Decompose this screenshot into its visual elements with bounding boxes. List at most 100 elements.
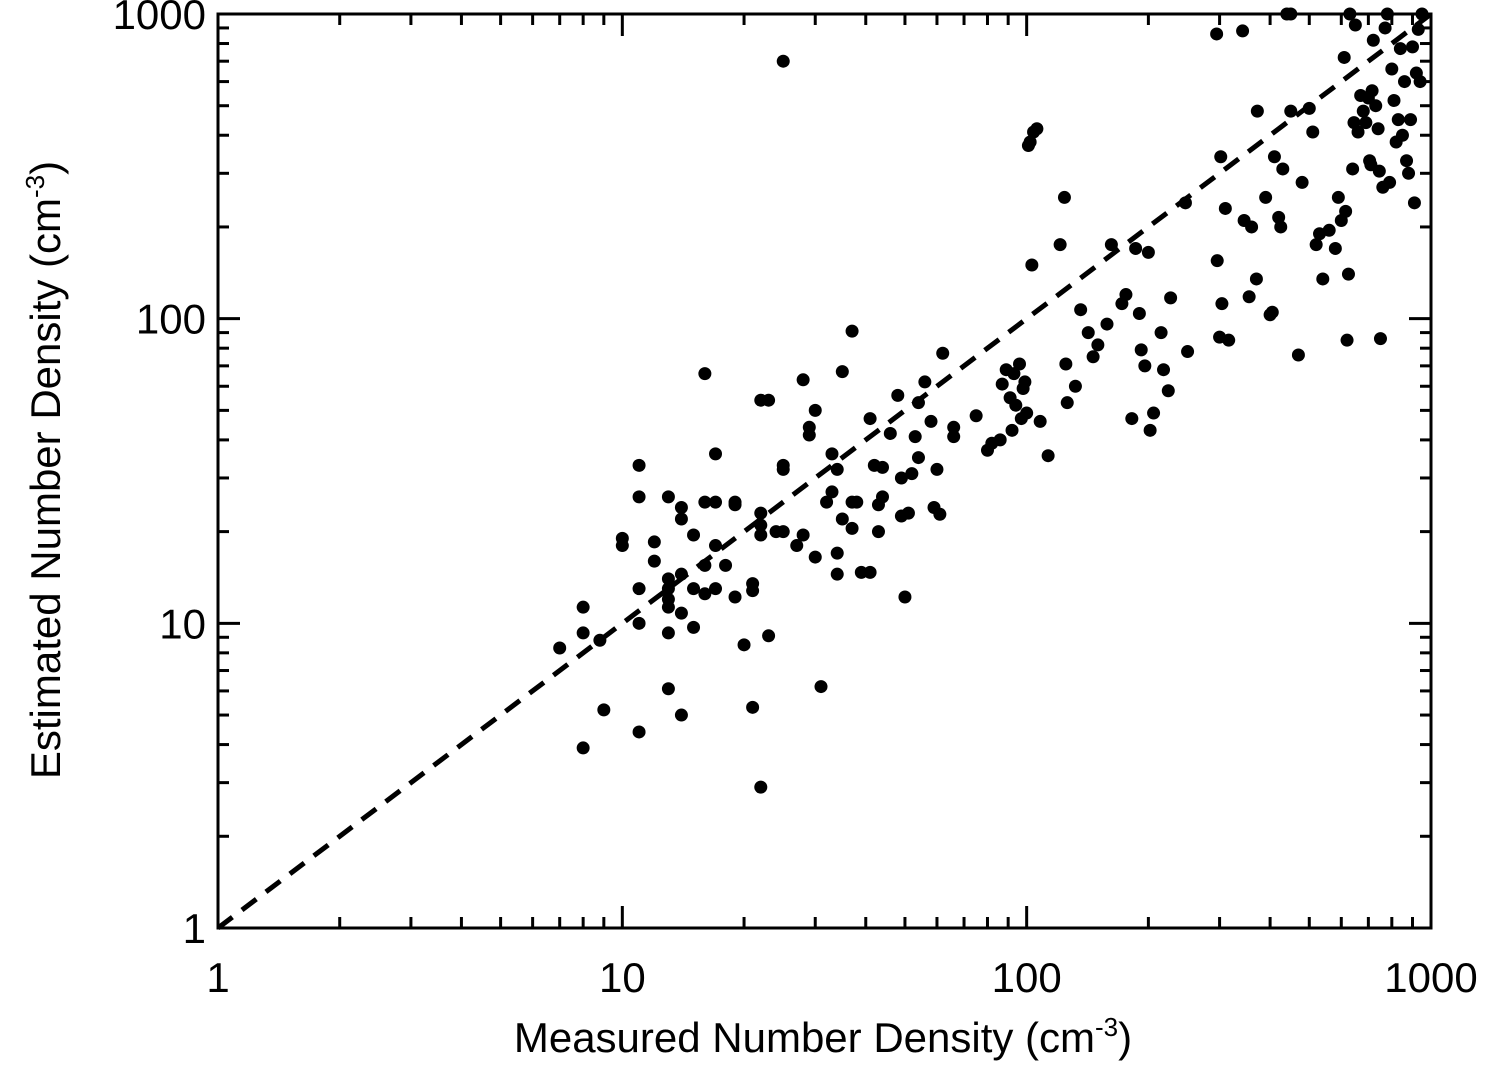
point: [698, 495, 712, 509]
point: [754, 528, 768, 542]
y-axis-label-text: Estimated Number Density (cm: [22, 198, 69, 779]
point: [661, 572, 675, 586]
point: [1053, 238, 1067, 252]
point: [850, 495, 864, 509]
x-axis-label-sup: -3: [1095, 1012, 1118, 1042]
point: [709, 582, 723, 596]
point: [871, 525, 885, 539]
point: [1267, 150, 1281, 164]
point: [830, 462, 844, 476]
point: [830, 546, 844, 560]
point: [1369, 99, 1383, 113]
point: [698, 558, 712, 572]
point: [661, 490, 675, 504]
x-axis-label-tail: ): [1118, 1014, 1132, 1061]
point: [1020, 406, 1034, 420]
point: [825, 447, 839, 461]
point: [1154, 326, 1168, 340]
point: [1091, 338, 1105, 352]
point: [1413, 75, 1427, 89]
point: [1356, 104, 1370, 118]
point: [1316, 272, 1330, 286]
point: [746, 700, 760, 714]
point: [1393, 42, 1407, 56]
point: [709, 539, 723, 553]
point: [1340, 333, 1354, 347]
point: [746, 584, 760, 598]
point: [1411, 22, 1425, 36]
point: [905, 467, 919, 481]
point: [647, 554, 661, 568]
point: [1119, 288, 1133, 302]
point: [1380, 7, 1394, 21]
point: [993, 433, 1007, 447]
point: [1398, 75, 1412, 89]
point: [936, 346, 950, 360]
point: [1161, 384, 1175, 398]
point: [933, 507, 947, 521]
reference-line: [216, 12, 1433, 930]
point: [1141, 245, 1155, 259]
point: [820, 495, 834, 509]
point: [969, 409, 983, 423]
point: [891, 388, 905, 402]
y-tick-label: 1000: [113, 0, 206, 38]
point: [911, 396, 925, 410]
point: [1366, 33, 1380, 47]
point: [1245, 220, 1259, 234]
x-axis-label-text: Measured Number Density (cm: [514, 1014, 1095, 1061]
point: [1306, 125, 1320, 139]
point: [1147, 406, 1161, 420]
point: [728, 498, 742, 512]
point: [1387, 94, 1401, 108]
point: [632, 458, 646, 472]
point: [1351, 125, 1365, 139]
point: [1371, 122, 1385, 136]
point: [1181, 345, 1195, 359]
point: [1164, 291, 1178, 305]
point: [790, 539, 804, 553]
point: [1415, 7, 1429, 21]
point: [1385, 62, 1399, 76]
point: [825, 485, 839, 499]
x-tick-label: 1: [206, 954, 229, 1001]
point: [947, 420, 961, 434]
point: [1328, 241, 1342, 255]
point: [911, 451, 925, 465]
point: [830, 567, 844, 581]
point: [1250, 104, 1264, 118]
point: [1395, 128, 1409, 142]
point: [1242, 290, 1256, 304]
point: [1138, 359, 1152, 373]
point: [632, 582, 646, 596]
point: [1274, 220, 1288, 234]
point: [1284, 104, 1298, 118]
point: [1378, 21, 1392, 35]
point: [802, 428, 816, 442]
point: [1372, 164, 1386, 178]
point: [863, 565, 877, 579]
point: [1373, 332, 1387, 346]
point: [632, 725, 646, 739]
point: [615, 539, 629, 553]
point: [845, 324, 859, 338]
point: [661, 582, 675, 596]
point: [1129, 241, 1143, 255]
point: [576, 741, 590, 755]
point: [1405, 40, 1419, 54]
point: [553, 641, 567, 655]
point: [1222, 333, 1236, 347]
point: [1041, 449, 1055, 463]
y-tick-label: 100: [136, 296, 206, 343]
point: [687, 528, 701, 542]
point: [1339, 204, 1353, 218]
point: [661, 626, 675, 640]
point: [1295, 175, 1309, 189]
point: [1033, 414, 1047, 428]
point: [808, 550, 822, 564]
point: [776, 462, 790, 476]
point: [1143, 423, 1157, 437]
point: [1060, 396, 1074, 410]
point: [1404, 113, 1418, 127]
